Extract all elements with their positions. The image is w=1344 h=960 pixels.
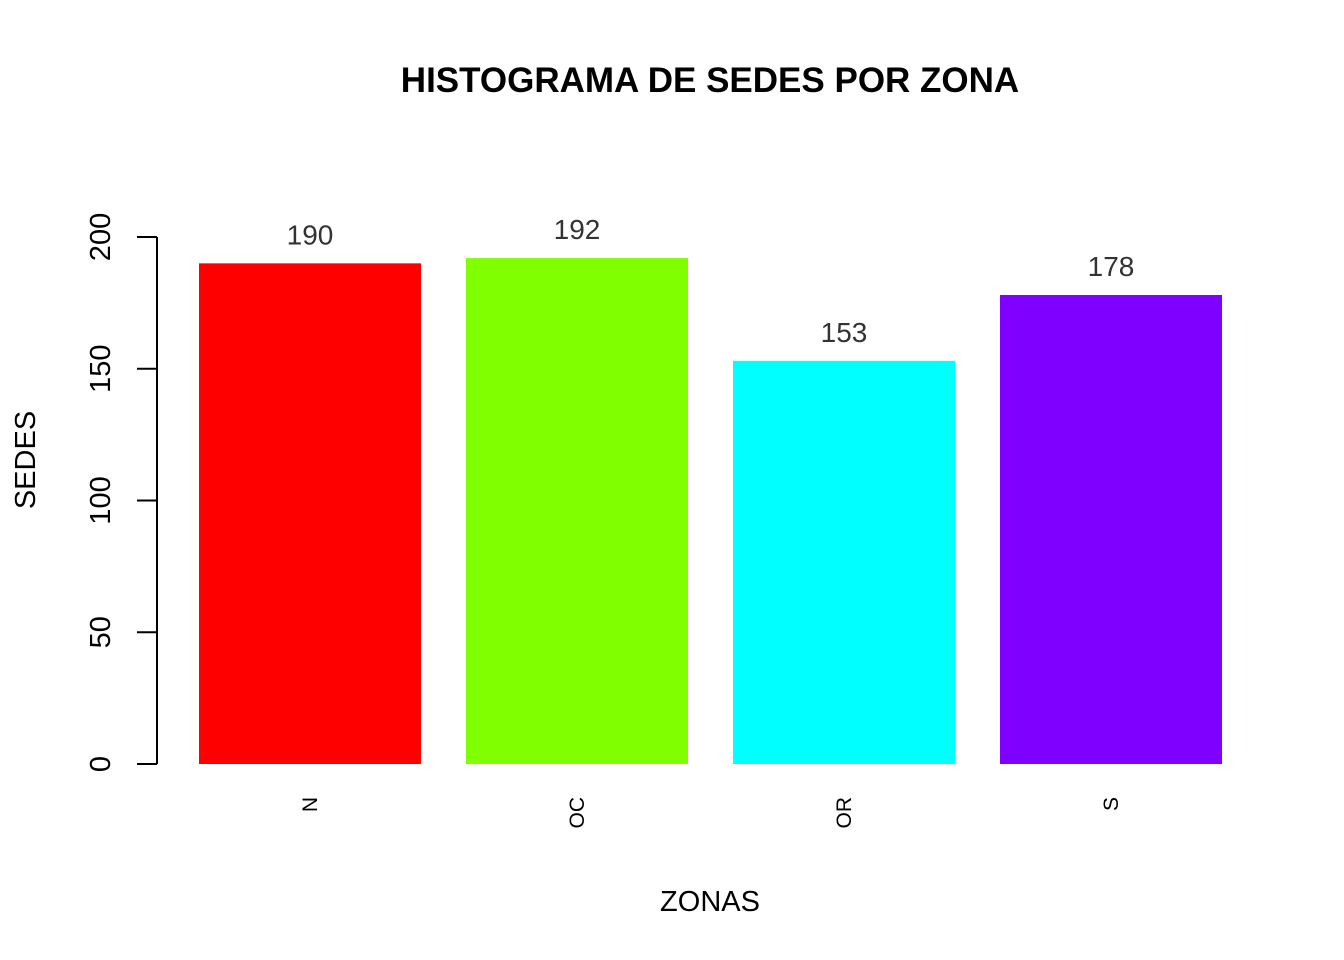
y-axis: 0 50 100 150 200 <box>85 213 158 772</box>
y-axis-label: SEDES <box>10 411 42 509</box>
chart-title: HISTOGRAMA DE SEDES POR ZONA <box>401 61 1019 100</box>
y-tick-label: 150 <box>85 345 117 393</box>
bar-value-label: 190 <box>287 219 334 250</box>
bar <box>733 360 955 764</box>
bar-value-label: 153 <box>821 317 868 348</box>
y-tick-label: 0 <box>85 756 117 772</box>
bar <box>199 263 421 764</box>
bar <box>466 258 688 764</box>
y-tick-label: 100 <box>85 476 117 524</box>
bars-group <box>199 258 1222 764</box>
y-tick-label: 200 <box>85 213 117 261</box>
x-tick-label: N <box>299 797 322 812</box>
bar-value-label: 192 <box>554 214 601 245</box>
x-tick-label: S <box>1100 797 1123 811</box>
x-tick-label: OC <box>566 797 589 829</box>
x-tick-label: OR <box>833 797 856 829</box>
bar-value-label: 178 <box>1088 251 1135 282</box>
y-tick-label: 50 <box>85 616 117 648</box>
bar <box>1000 294 1222 764</box>
x-tick-labels-group: N OC OR S <box>299 797 1123 829</box>
value-labels-group: 190 192 153 178 <box>287 214 1135 348</box>
x-axis-label: ZONAS <box>660 886 760 918</box>
